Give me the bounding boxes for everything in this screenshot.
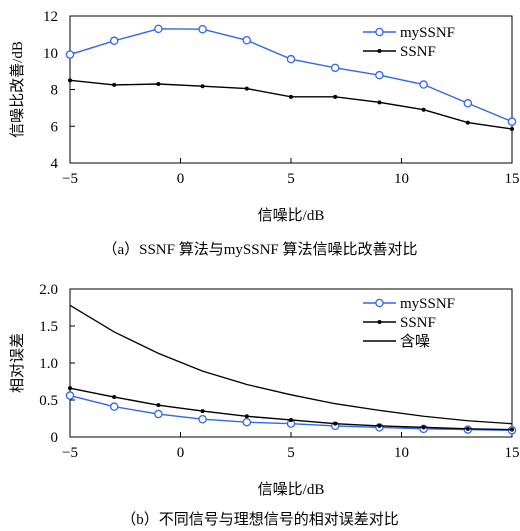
legend-marker (377, 320, 382, 324)
data-point (507, 117, 517, 126)
data-point (198, 414, 207, 424)
data-point (244, 86, 249, 91)
y-tick-label: 10 (43, 46, 58, 62)
y-tick-label: 1.5 (39, 319, 58, 335)
x-tick-label: 10 (394, 171, 409, 187)
legend-marker (375, 298, 384, 308)
x-axis-label: 信噪比/dB (258, 207, 325, 224)
data-point (421, 107, 426, 112)
y-tick-label: 12 (43, 9, 58, 25)
data-point (377, 423, 382, 428)
data-point (68, 78, 72, 83)
y-axis-label: 相对误差 (9, 333, 26, 393)
y-axis-label: 信噪比改善/dB (9, 41, 26, 138)
data-point (242, 36, 252, 45)
series-line-mySSNF (69, 28, 513, 123)
data-point (330, 63, 340, 73)
x-tick-label: 15 (505, 445, 520, 461)
data-point (112, 395, 117, 400)
figure-caption: （b）不同信号与理想信号的相对误差对比 (121, 511, 399, 528)
data-point (289, 94, 293, 99)
data-point (421, 425, 426, 430)
data-point (419, 80, 428, 89)
y-tick-label: 0 (51, 430, 59, 446)
data-point (333, 94, 338, 99)
data-point (198, 24, 207, 34)
data-point (289, 417, 293, 422)
data-point (510, 427, 514, 432)
data-point (112, 82, 117, 87)
data-point (109, 36, 119, 46)
data-point (65, 50, 75, 59)
relative-error-chart: −5 0 5 10 1500.51.01.52.0信噪比/dB相对误差（b）不同信号与理… (9, 282, 520, 528)
data-point (156, 403, 161, 408)
y-tick-label: 8 (51, 83, 59, 99)
x-tick-label: 0 (177, 171, 185, 187)
data-point (200, 84, 205, 89)
data-point (463, 99, 473, 108)
data-point (333, 421, 338, 426)
x-axis-label: 信噪比/dB (258, 481, 325, 498)
figure-caption: （a）SSNF 算法与mySSNF 算法信噪比改善对比 (102, 240, 417, 258)
data-point (109, 402, 119, 411)
legend-label: 含噪 (400, 333, 430, 350)
data-point (154, 24, 163, 34)
legend-marker (377, 49, 382, 53)
series-line-SSNF (69, 79, 513, 130)
y-tick-label: 6 (51, 119, 59, 135)
data-point (65, 391, 75, 400)
data-point (156, 81, 161, 86)
y-tick-label: 0.5 (39, 393, 58, 409)
x-tick-label: 15 (505, 171, 520, 187)
data-point (377, 100, 382, 105)
snr-improvement-chart: −5 0 5 10 15 4 6 8 10 12 信噪比/dB 信噪比改善/dB （a）SSNF 算法与… (9, 9, 520, 258)
data-point (286, 54, 296, 64)
series-line-含噪 (69, 304, 513, 425)
data-point (244, 414, 249, 419)
x-tick-label: 5 (287, 445, 295, 461)
data-point (68, 386, 72, 391)
y-tick-label: 2.0 (39, 282, 58, 298)
x-tick-label: −5 (62, 445, 78, 461)
data-point (242, 417, 252, 427)
data-point (465, 426, 470, 431)
legend-marker (375, 27, 384, 37)
y-tick-label: 4 (51, 156, 59, 172)
data-point (154, 409, 163, 419)
data-point (200, 409, 205, 414)
x-tick-label: 5 (287, 171, 295, 187)
x-tick-label: 10 (394, 445, 409, 461)
x-tick-label: −5 (62, 171, 78, 187)
legend-label: SSNF (400, 44, 436, 60)
data-point (510, 127, 514, 132)
x-tick-label: 0 (177, 445, 185, 461)
legend-label: SSNF (400, 315, 436, 331)
legend-label: mySSNF (400, 296, 455, 312)
data-point (375, 70, 384, 80)
y-tick-label: 1.0 (39, 356, 58, 372)
legend-label: mySSNF (400, 25, 455, 41)
data-point (465, 120, 470, 125)
